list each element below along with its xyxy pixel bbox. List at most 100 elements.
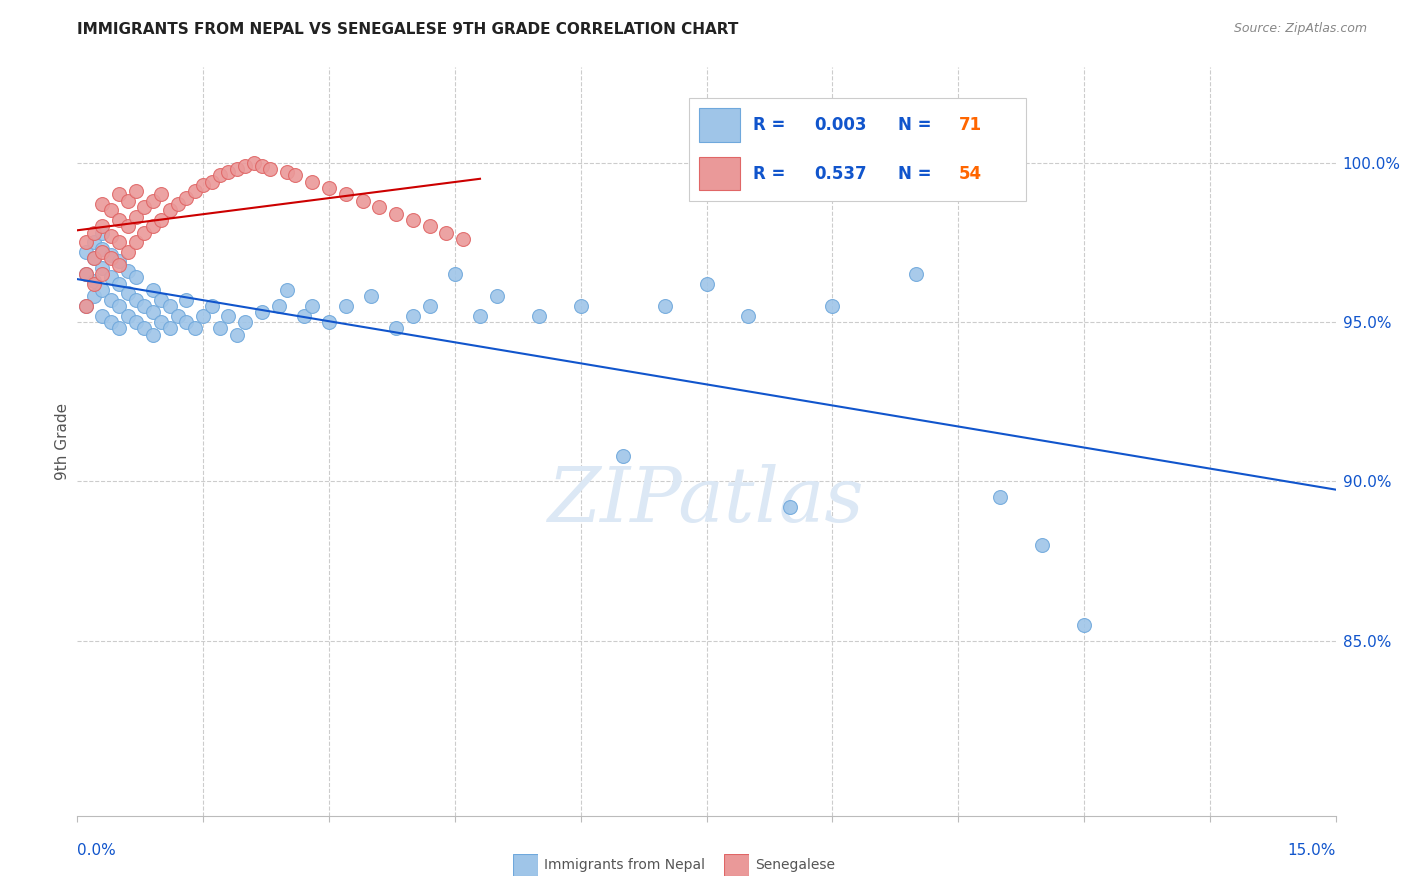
Point (284, 169, 307, 183)
Point (108, 277, 131, 291)
Point (83, 226, 105, 240)
Point (91, 260, 114, 275)
Point (91, 244, 114, 259)
Point (436, 226, 458, 240)
Point (402, 213, 425, 227)
Point (142, 305, 165, 319)
Point (91, 309, 114, 323)
Point (100, 248, 122, 262)
Y-axis label: 9th Grade: 9th Grade (55, 403, 70, 480)
Point (83, 273, 105, 287)
Point (100, 251, 122, 265)
Text: R =: R = (754, 116, 792, 135)
Point (485, 289, 508, 303)
Point (250, 305, 273, 319)
Point (250, 159, 273, 173)
Point (217, 309, 239, 323)
Text: ZIPatlas: ZIPatlas (548, 465, 865, 539)
Point (75, 267, 97, 281)
Point (225, 161, 247, 176)
Point (117, 264, 139, 278)
Point (100, 315, 122, 329)
Point (75, 299, 97, 313)
Text: 0.003: 0.003 (814, 116, 866, 135)
Point (821, 299, 844, 313)
Point (225, 327, 247, 342)
Text: R =: R = (754, 164, 792, 183)
Point (108, 254, 131, 268)
Point (142, 219, 165, 234)
Point (83, 289, 105, 303)
Point (100, 293, 122, 307)
Text: 54: 54 (959, 164, 981, 183)
Point (83, 277, 105, 291)
Point (125, 293, 148, 307)
Point (176, 315, 198, 329)
Point (779, 500, 801, 514)
Point (402, 309, 425, 323)
Point (125, 235, 148, 250)
Point (208, 321, 231, 335)
Point (301, 175, 323, 189)
Point (385, 206, 408, 220)
Point (125, 315, 148, 329)
Point (335, 299, 357, 313)
Point (301, 299, 323, 313)
Point (134, 200, 156, 214)
FancyBboxPatch shape (689, 98, 1026, 201)
Point (117, 286, 139, 301)
Point (267, 299, 290, 313)
Point (125, 210, 148, 224)
Point (75, 299, 97, 313)
Point (1073, 618, 1095, 632)
Point (612, 449, 634, 463)
Bar (699, 157, 740, 190)
Point (100, 203, 122, 218)
Text: Source: ZipAtlas.com: Source: ZipAtlas.com (1233, 22, 1367, 36)
Point (468, 309, 491, 323)
Point (737, 309, 759, 323)
Point (108, 299, 131, 313)
Point (184, 184, 207, 198)
Point (150, 213, 173, 227)
Point (134, 226, 156, 240)
Point (419, 219, 441, 234)
Point (75, 235, 97, 250)
Point (233, 315, 256, 329)
Point (569, 299, 592, 313)
Point (100, 228, 122, 243)
Point (125, 184, 148, 198)
Point (142, 283, 165, 297)
Text: 0.0%: 0.0% (77, 843, 117, 858)
Point (117, 194, 139, 208)
Point (654, 299, 676, 313)
Point (108, 321, 131, 335)
Point (360, 289, 382, 303)
Point (83, 251, 105, 265)
Point (335, 187, 357, 202)
Point (200, 175, 222, 189)
Point (91, 219, 114, 234)
Text: IMMIGRANTS FROM NEPAL VS SENEGALESE 9TH GRADE CORRELATION CHART: IMMIGRANTS FROM NEPAL VS SENEGALESE 9TH … (77, 22, 738, 37)
Point (176, 293, 198, 307)
Point (142, 327, 165, 342)
Point (208, 169, 231, 183)
Point (527, 309, 550, 323)
Point (75, 244, 97, 259)
Point (318, 315, 340, 329)
Point (91, 283, 114, 297)
Point (108, 235, 131, 250)
Point (217, 165, 239, 179)
Point (142, 194, 165, 208)
Point (233, 159, 256, 173)
Point (276, 283, 298, 297)
Bar (699, 108, 740, 142)
Text: N =: N = (898, 164, 938, 183)
Point (1031, 538, 1053, 552)
Point (108, 258, 131, 272)
Text: 0.537: 0.537 (814, 164, 866, 183)
Point (191, 178, 215, 192)
Point (276, 165, 298, 179)
Point (292, 309, 315, 323)
Point (150, 293, 173, 307)
